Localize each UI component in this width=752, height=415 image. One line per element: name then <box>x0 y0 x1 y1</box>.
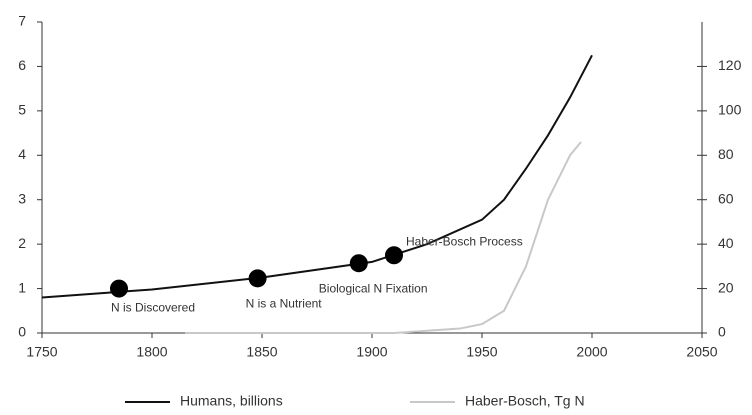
annotation: N is a Nutrient <box>246 297 323 311</box>
y2-tick-label: 120 <box>718 57 742 73</box>
y2-tick-label: 20 <box>718 279 734 295</box>
y2-tick-label: 80 <box>718 146 734 162</box>
y-tick-label: 1 <box>18 279 26 295</box>
x-tick-label: 2050 <box>686 344 717 360</box>
legend-label: Humans, billions <box>180 393 283 409</box>
y2-tick-label: 40 <box>718 235 734 251</box>
event-marker <box>248 269 267 288</box>
y-tick-label: 3 <box>18 190 26 206</box>
event-marker <box>385 246 403 265</box>
y-tick-label: 2 <box>18 235 26 251</box>
y2-tick-label: 100 <box>718 102 742 118</box>
annotation: Haber-Bosch Process <box>406 234 523 248</box>
x-tick-label: 1900 <box>356 344 387 360</box>
y-tick-label: 5 <box>18 102 26 118</box>
x-tick-label: 1850 <box>246 344 277 360</box>
x-tick-label: 1950 <box>466 344 497 360</box>
series-line <box>41 54 593 299</box>
y-tick-label: 6 <box>18 57 26 73</box>
event-marker <box>349 254 368 273</box>
annotation: N is Discovered <box>111 301 195 315</box>
y2-tick-label: 0 <box>718 324 726 340</box>
y-tick-label: 0 <box>18 324 26 340</box>
x-tick-label: 2000 <box>576 344 607 360</box>
series-line <box>185 141 582 334</box>
x-tick-label: 1750 <box>26 344 57 360</box>
annotation: Biological N Fixation <box>319 281 428 295</box>
event-marker <box>110 279 128 298</box>
y-tick-label: 7 <box>18 13 26 29</box>
legend-label: Haber-Bosch, Tg N <box>465 393 585 409</box>
y2-tick-label: 60 <box>718 190 734 206</box>
y-tick-label: 4 <box>18 146 26 162</box>
x-tick-label: 1800 <box>136 344 167 360</box>
